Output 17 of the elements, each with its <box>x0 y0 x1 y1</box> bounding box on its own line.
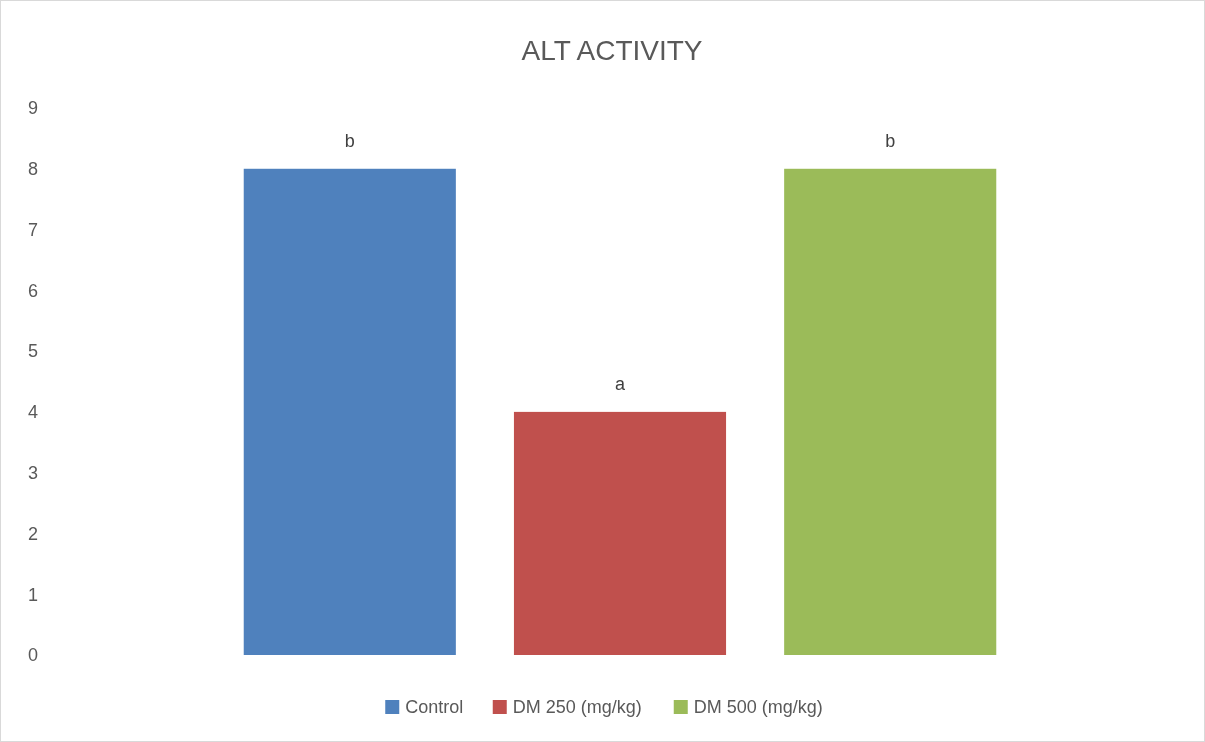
legend-label: DM 250 (mg/kg) <box>512 697 642 718</box>
y-tick-label: 5 <box>27 341 39 362</box>
y-tick-label: 4 <box>27 402 39 423</box>
annotation: b <box>885 130 896 151</box>
annotation: a <box>614 373 626 394</box>
legend-label: Control <box>405 697 464 718</box>
chart-title: ALT ACTIVITY <box>521 35 703 66</box>
y-tick-label: 7 <box>27 219 39 240</box>
y-tick-label: 3 <box>27 462 39 483</box>
y-tick-label: 9 <box>27 98 39 119</box>
y-tick-label: 2 <box>27 523 39 544</box>
y-tick-label: 0 <box>27 645 39 666</box>
y-tick-label: 6 <box>27 280 39 301</box>
annotation: b <box>344 130 355 151</box>
y-tick-label: 1 <box>27 584 39 605</box>
legend-label: DM 500 (mg/kg) <box>693 697 823 718</box>
y-tick-label: 8 <box>27 159 39 180</box>
